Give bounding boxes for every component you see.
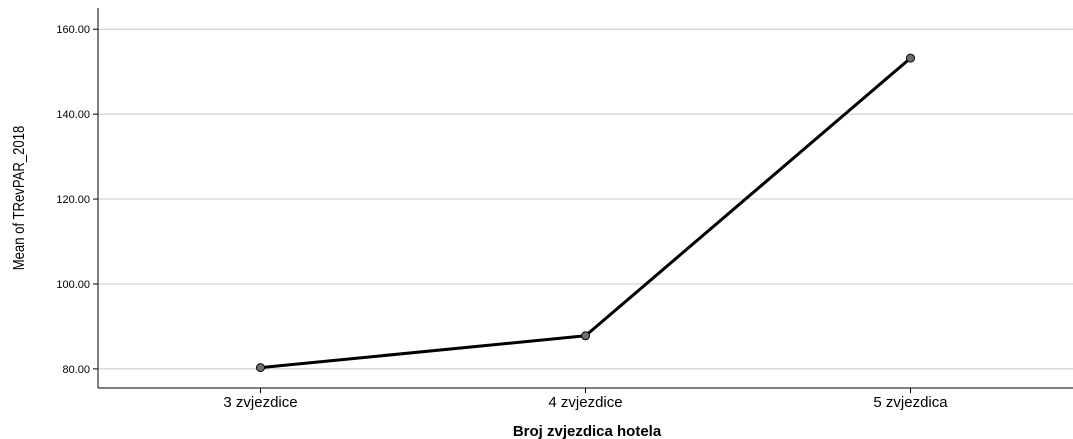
series-line [260, 56, 912, 370]
x-tick-label: 5 zvjezdica [873, 394, 948, 411]
x-axis-ticks: 3 zvjezdice 4 zvjezdice 5 zvjezdica [223, 388, 948, 411]
axes [97, 8, 1073, 389]
y-tick-label: 120.00 [56, 194, 90, 206]
data-point [906, 53, 915, 63]
y-tick-label: 100.00 [56, 279, 90, 291]
y-axis-ticks: 80.00 100.00 120.00 140.00 160.00 [56, 24, 98, 376]
x-tick-label: 4 zvjezdice [548, 394, 622, 411]
x-tick-label: 3 zvjezdice [223, 394, 297, 411]
series [256, 53, 915, 373]
y-tick-label: 160.00 [56, 24, 90, 36]
y-tick-label: 80.00 [62, 364, 90, 376]
y-tick-label: 140.00 [56, 109, 90, 121]
gridlines [98, 28, 1073, 370]
data-point [581, 331, 590, 341]
x-axis-title: Broj zvjezdica hotela [513, 423, 662, 439]
y-axis-title: Mean of TRevPAR_2018 [11, 126, 28, 271]
data-point [256, 363, 265, 373]
